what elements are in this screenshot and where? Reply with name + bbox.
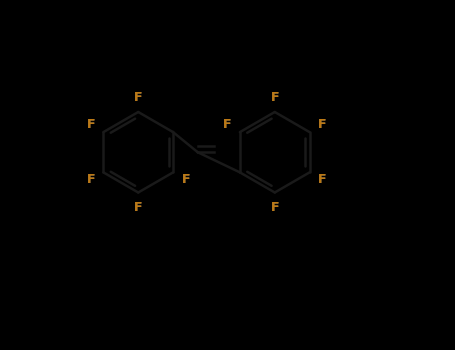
Text: F: F <box>271 201 279 214</box>
Text: F: F <box>271 91 279 104</box>
Text: F: F <box>182 173 190 186</box>
Text: F: F <box>223 118 232 131</box>
Text: F: F <box>134 91 142 104</box>
Text: F: F <box>318 118 327 131</box>
Text: F: F <box>86 118 95 131</box>
Text: F: F <box>86 118 95 131</box>
Text: F: F <box>223 118 232 131</box>
Text: F: F <box>271 201 279 214</box>
Text: F: F <box>134 201 142 214</box>
Text: F: F <box>318 118 327 131</box>
Text: F: F <box>86 173 95 186</box>
Text: F: F <box>134 91 142 104</box>
Text: F: F <box>271 91 279 104</box>
Text: F: F <box>318 173 327 186</box>
Text: F: F <box>134 201 142 214</box>
Text: F: F <box>86 173 95 186</box>
Text: F: F <box>182 173 190 186</box>
Text: F: F <box>318 173 327 186</box>
